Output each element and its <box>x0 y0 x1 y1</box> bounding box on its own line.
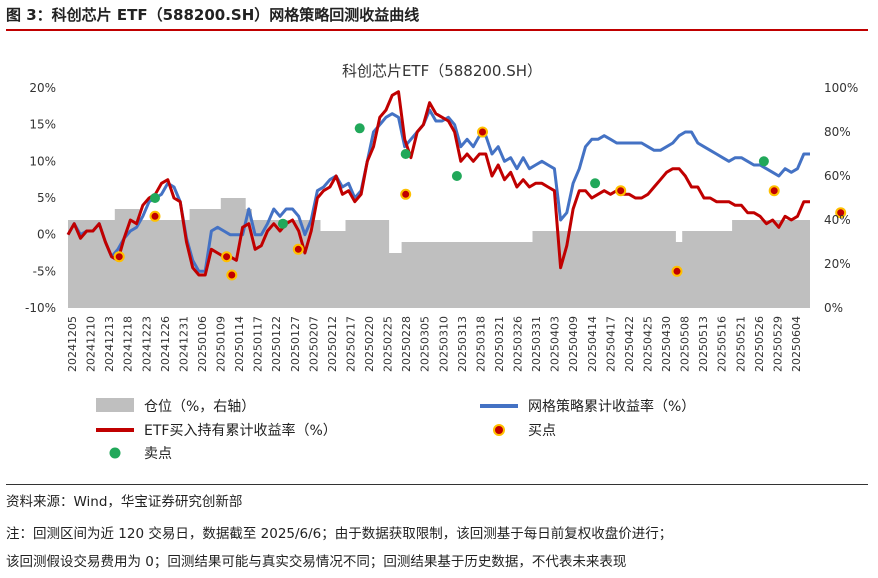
x-tick-label: 20250526 <box>753 316 766 372</box>
x-tick-label: 20241213 <box>103 316 116 372</box>
sell-point-marker <box>451 171 462 181</box>
left-tick-label: 10% <box>29 154 56 168</box>
legend-label-grid: 网格策略累计收益率（%） <box>528 398 695 415</box>
x-tick-label: 20250127 <box>289 316 302 372</box>
x-tick-label: 20250228 <box>400 316 413 372</box>
sell-point-marker <box>758 156 769 167</box>
right-axis: 0% 20% 40% 60% 80% 100% <box>824 81 858 315</box>
legend-swatch-buy <box>493 424 505 436</box>
legend-swatch-position <box>96 398 134 412</box>
x-tick-label: 20250220 <box>363 316 376 372</box>
buy-point-marker <box>400 188 412 200</box>
x-tick-label: 20250425 <box>642 316 655 372</box>
x-tick-label: 20250508 <box>679 316 692 372</box>
etf-hold-line <box>66 90 810 277</box>
chart-title: 科创芯片ETF（588200.SH） <box>342 62 542 80</box>
left-tick-label: -5% <box>33 264 56 278</box>
sell-point-marker <box>590 178 601 189</box>
x-tick-label: 20250529 <box>771 316 784 372</box>
buy-point-marker <box>671 265 683 277</box>
sell-point-marker <box>277 218 288 229</box>
x-tick-label: 20250318 <box>474 316 487 372</box>
x-tick-label: 20250217 <box>345 316 358 372</box>
source-note: 资料来源：Wind，华宝证券研究创新部 <box>6 494 243 510</box>
x-tick-label: 20250109 <box>215 316 228 372</box>
x-tick-label: 20250310 <box>437 316 450 372</box>
x-tick-label: 20250417 <box>604 316 617 372</box>
x-tick-label: 20241218 <box>122 316 135 372</box>
legend-label-position: 仓位（%，右轴） <box>144 399 255 415</box>
x-tick-label: 20250331 <box>530 316 543 372</box>
right-tick-label: 40% <box>824 213 851 227</box>
right-tick-label: 0% <box>824 301 843 315</box>
x-axis: 20241205 20241210 20241213 20241218 20241223… <box>66 316 803 372</box>
right-tick-label: 60% <box>824 169 851 183</box>
sell-point-marker <box>354 123 365 134</box>
x-tick-label: 20250403 <box>549 316 562 372</box>
sell-point-marker <box>150 193 160 203</box>
legend-label-buy: 买点 <box>528 423 556 439</box>
buy-point-marker <box>226 269 238 281</box>
buy-point-marker <box>768 185 780 197</box>
x-tick-label: 20250117 <box>252 316 265 372</box>
legend-label-sell: 卖点 <box>144 446 172 462</box>
title-rule <box>6 29 868 31</box>
x-tick-label: 20250212 <box>326 316 339 372</box>
figure-title: 图 3：科创芯片 ETF（588200.SH）网格策略回测收益曲线 <box>6 6 420 24</box>
chart: 科创芯片ETF（588200.SH） -10%-5%0%5%10%15%20% … <box>25 62 858 462</box>
x-tick-label: 20250225 <box>382 316 395 372</box>
buy-point-marker <box>615 185 627 197</box>
left-tick-label: 20% <box>29 81 56 95</box>
right-tick-label: 20% <box>824 257 851 271</box>
x-tick-label: 20241231 <box>177 316 190 372</box>
x-tick-label: 20250122 <box>270 316 283 372</box>
left-tick-label: 5% <box>37 191 56 205</box>
legend-swatch-sell <box>109 447 121 459</box>
buy-point-marker <box>149 210 161 222</box>
buy-point-marker <box>221 251 233 263</box>
legend-label-etf: ETF买入持有累计收益率（%） <box>144 422 337 439</box>
bottom-rule <box>6 484 868 485</box>
left-axis: -10% -5% 0% 5% 10% 15% 20% <box>25 81 56 315</box>
marker-layer <box>113 123 847 281</box>
right-tick-label: 100% <box>824 81 858 95</box>
buy-point-marker <box>113 251 125 263</box>
x-tick-label: 20250414 <box>586 316 599 372</box>
x-tick-label: 20250430 <box>660 316 673 372</box>
grid-strategy-line <box>66 108 810 273</box>
x-tick-label: 20250114 <box>233 316 246 372</box>
buy-point-marker <box>835 207 847 219</box>
legend: 仓位（%，右轴） 网格策略累计收益率（%） ETF买入持有累计收益率（%） 买点… <box>96 398 695 462</box>
buy-point-marker <box>292 243 304 255</box>
position-area <box>68 198 810 308</box>
x-tick-label: 20241205 <box>66 316 79 372</box>
line-layer <box>66 90 810 277</box>
x-tick-label: 20250313 <box>456 316 469 372</box>
x-tick-label: 20250422 <box>623 316 636 372</box>
x-tick-label: 20241226 <box>159 316 172 372</box>
right-tick-label: 80% <box>824 125 851 139</box>
x-tick-label: 20250326 <box>512 316 525 372</box>
x-tick-label: 20250409 <box>567 316 580 372</box>
x-tick-label: 20250207 <box>307 316 320 372</box>
sell-point-marker <box>400 149 411 159</box>
x-tick-label: 20250321 <box>493 316 506 372</box>
note-line-2: 该回测假设交易费用为 0；回测结果可能与真实交易情况不同；回测结果基于历史数据，… <box>6 554 627 570</box>
buy-point-marker <box>477 126 488 138</box>
x-tick-label: 20241223 <box>140 316 153 372</box>
left-tick-label: 0% <box>37 228 56 242</box>
x-tick-label: 20250513 <box>697 316 710 372</box>
x-tick-label: 20250305 <box>419 316 432 372</box>
x-tick-label: 20250106 <box>196 316 209 372</box>
note-line-1: 注：回测区间为近 120 交易日，数据截至 2025/6/6；由于数据获取限制，… <box>6 526 673 542</box>
x-tick-label: 20241210 <box>85 316 98 372</box>
x-tick-label: 20250521 <box>734 316 747 372</box>
left-tick-label: -10% <box>25 301 56 315</box>
x-tick-label: 20250516 <box>716 316 729 372</box>
position-area-layer <box>68 198 810 308</box>
x-tick-label: 20250604 <box>790 316 803 372</box>
left-tick-label: 15% <box>29 118 56 132</box>
